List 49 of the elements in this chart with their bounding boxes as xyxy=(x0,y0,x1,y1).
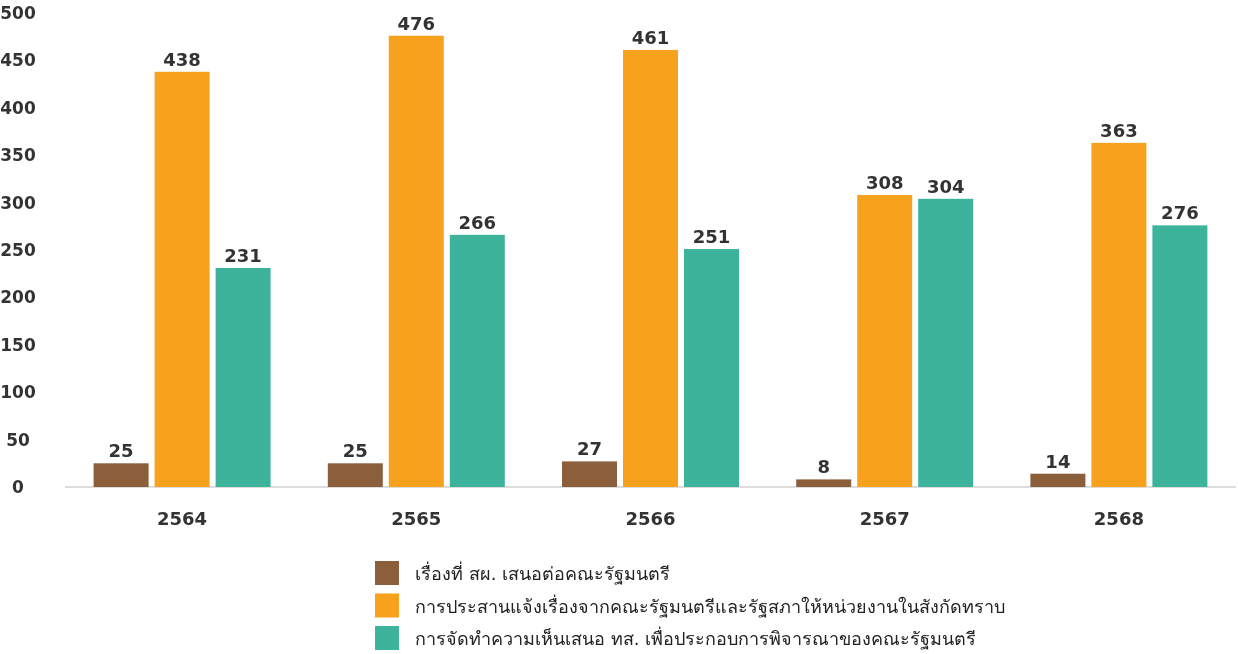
y-tick-label: 150 xyxy=(0,334,36,355)
x-tick-label: 2566 xyxy=(625,508,676,529)
y-tick-label: 250 xyxy=(0,240,36,260)
bar xyxy=(449,234,505,487)
data-label: 304 xyxy=(926,175,965,197)
bar xyxy=(93,463,149,487)
bar xyxy=(796,479,852,487)
y-tick-label: 50 xyxy=(6,429,30,450)
x-tick-label: 2567 xyxy=(859,508,910,529)
y-tick-label: 450 xyxy=(0,50,36,71)
bar xyxy=(1030,473,1086,487)
x-tick-label: 2564 xyxy=(157,508,208,529)
y-tick-label: 500 xyxy=(0,3,36,23)
data-label: 25 xyxy=(342,440,368,462)
data-label: 308 xyxy=(865,172,904,194)
y-tick-label: 0 xyxy=(12,477,25,497)
bar xyxy=(918,198,974,487)
bar xyxy=(327,463,383,487)
data-label: 231 xyxy=(224,245,262,267)
data-label: 461 xyxy=(631,26,670,48)
bar xyxy=(1091,142,1147,487)
y-tick-label: 100 xyxy=(0,382,36,403)
data-label: 25 xyxy=(108,440,134,462)
bar xyxy=(154,71,210,487)
bar xyxy=(857,195,913,487)
legend-label: การจัดทำความเห็นเสนอ ทส. เพื่อประกอบการพิจารณาของคณะรัฐมนตรี xyxy=(415,626,977,650)
data-label: 363 xyxy=(1100,119,1138,141)
bar xyxy=(215,268,271,487)
y-tick-label: 300 xyxy=(0,192,36,213)
bar xyxy=(684,249,739,487)
bar xyxy=(562,461,617,487)
data-label: 14 xyxy=(1045,450,1071,472)
y-tick-label: 200 xyxy=(0,287,36,308)
data-label: 476 xyxy=(397,12,436,34)
data-label: 8 xyxy=(817,456,830,478)
legend-label: เรื่องที่ สผ. เสนอต่อคณะรัฐมนตรี xyxy=(415,561,671,585)
bar xyxy=(388,35,444,487)
y-tick-label: 400 xyxy=(0,97,36,118)
data-label: 27 xyxy=(576,438,603,460)
x-tick-label: 2565 xyxy=(391,508,442,529)
data-label: 266 xyxy=(458,211,497,233)
legend-label: การประสานแจ้งเรื่องจากคณะรัฐมนตรีและรัฐสภาให้หน่วยงานในสังกัดทราบ xyxy=(415,593,1005,618)
x-tick-label: 2568 xyxy=(1093,508,1144,529)
data-label: 276 xyxy=(1161,202,1199,224)
data-label: 251 xyxy=(692,226,731,248)
y-tick-label: 350 xyxy=(0,145,36,166)
bar xyxy=(1152,225,1208,487)
bar xyxy=(623,49,678,487)
data-label: 438 xyxy=(163,48,201,70)
